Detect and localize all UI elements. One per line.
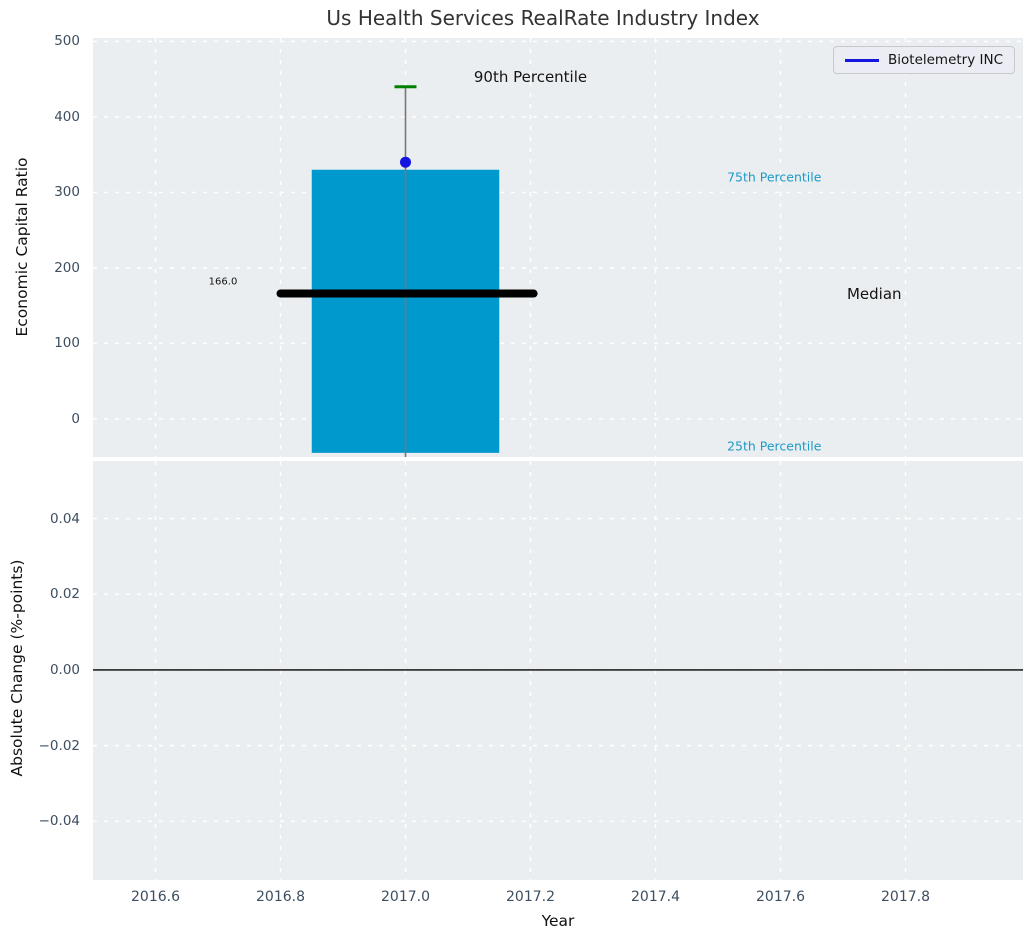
x-tick-label: 2017.6: [756, 889, 805, 905]
y-tick-label: 300: [54, 184, 80, 201]
company-point: [400, 156, 411, 168]
y-tick-label: −0.04: [38, 813, 80, 830]
y-tick-label: 500: [54, 33, 80, 50]
legend-label: Biotelemetry INC: [888, 52, 1004, 68]
bottom-y-axis-label: Absolute Change (%-points): [8, 559, 26, 777]
y-tick-label: 0: [71, 410, 80, 427]
annotation: 25th Percentile: [727, 438, 822, 454]
annotation: 90th Percentile: [473, 67, 588, 86]
x-tick-label: 2017.8: [881, 889, 930, 905]
y-tick-label: 400: [54, 108, 80, 125]
legend-line-sample: [845, 58, 879, 62]
y-tick-label: 0.00: [49, 661, 80, 678]
x-tick-label: 2017.0: [381, 889, 430, 905]
annotation: 166.0: [208, 276, 238, 288]
x-tick-label: 2016.6: [131, 889, 180, 905]
annotation: Median: [846, 284, 902, 303]
x-tick-label: 2017.2: [506, 889, 555, 905]
axes-top: [93, 38, 1023, 457]
y-tick-label: 200: [54, 259, 80, 276]
x-axis-label: Year: [541, 912, 575, 930]
y-tick-label: 0.02: [49, 586, 80, 603]
legend: Biotelemetry INC: [833, 46, 1016, 74]
y-tick-label: 0.04: [49, 510, 80, 527]
x-tick-label: 2017.4: [631, 889, 680, 905]
y-tick-label: 100: [54, 335, 80, 352]
top-y-axis-label: Economic Capital Ratio: [13, 157, 31, 337]
y-tick-label: −0.02: [38, 737, 80, 754]
x-tick-label: 2016.8: [256, 889, 305, 905]
annotation: 75th Percentile: [727, 169, 822, 185]
chart-title: Us Health Services RealRate Industry Ind…: [326, 6, 760, 30]
